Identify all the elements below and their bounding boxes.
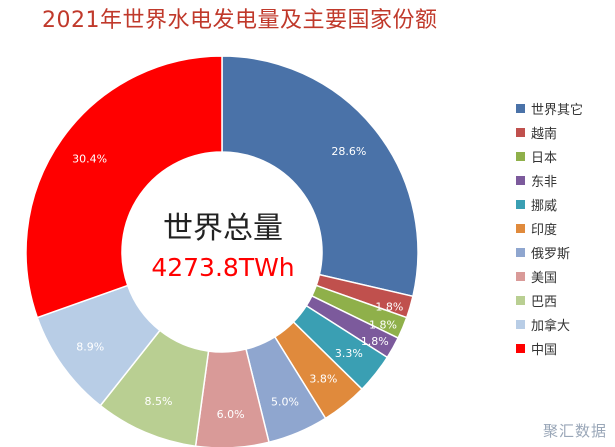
slice-label-5: 3.8% — [309, 372, 337, 385]
slice-0 — [221, 55, 419, 298]
legend-swatch-8 — [516, 295, 525, 305]
chart-title: 2021年世界水电发电量及主要国家份额 — [42, 8, 438, 33]
slice-label-2: 1.8% — [369, 318, 397, 331]
slices — [25, 55, 419, 447]
legend-label-1: 越南 — [531, 126, 558, 142]
legend-item-1: 越南 — [516, 120, 583, 144]
legend-swatch-7 — [516, 271, 525, 281]
legend-item-9: 加拿大 — [516, 312, 583, 336]
slice-label-7: 6.0% — [217, 408, 245, 421]
legend-label-6: 俄罗斯 — [531, 246, 571, 262]
legend-item-2: 日本 — [516, 144, 583, 168]
legend-label-3: 东非 — [531, 174, 558, 190]
legend-item-5: 印度 — [516, 216, 583, 240]
legend-item-7: 美国 — [516, 264, 583, 288]
donut-chart: 28.6%1.8%1.8%1.8%3.3%3.8%5.0%6.0%8.5%8.9… — [25, 55, 419, 447]
legend-swatch-4 — [516, 199, 525, 209]
legend-label-0: 世界其它 — [531, 102, 584, 118]
slice-label-6: 5.0% — [271, 395, 299, 408]
legend-label-8: 巴西 — [531, 294, 558, 310]
center-value: 4273.8TWh — [151, 253, 294, 282]
slice-label-10: 30.4% — [72, 153, 107, 166]
legend-swatch-6 — [516, 247, 525, 257]
legend: 世界其它越南日本东非挪威印度俄罗斯美国巴西加拿大中国 — [516, 96, 583, 360]
slice-label-1: 1.8% — [375, 301, 403, 314]
slice-label-9: 8.9% — [76, 340, 104, 353]
legend-swatch-0 — [516, 103, 525, 113]
legend-label-9: 加拿大 — [531, 318, 571, 334]
legend-label-5: 印度 — [531, 222, 558, 238]
legend-label-10: 中国 — [531, 342, 558, 358]
legend-swatch-5 — [516, 223, 525, 233]
legend-item-3: 东非 — [516, 168, 583, 192]
legend-label-2: 日本 — [531, 150, 558, 166]
slice-10 — [25, 55, 223, 319]
legend-swatch-3 — [516, 175, 525, 185]
legend-item-8: 巴西 — [516, 288, 583, 312]
legend-swatch-1 — [516, 127, 525, 137]
legend-label-7: 美国 — [531, 270, 558, 286]
legend-swatch-9 — [516, 319, 525, 329]
legend-label-4: 挪威 — [531, 198, 558, 214]
legend-item-4: 挪威 — [516, 192, 583, 216]
watermark: 聚汇数据 — [542, 422, 607, 440]
legend-item-10: 中国 — [516, 336, 583, 360]
legend-swatch-2 — [516, 151, 525, 161]
slice-label-0: 28.6% — [331, 145, 366, 158]
legend-swatch-10 — [516, 343, 525, 353]
slice-labels: 28.6%1.8%1.8%1.8%3.3%3.8%5.0%6.0%8.5%8.9… — [72, 145, 403, 421]
legend-item-6: 俄罗斯 — [516, 240, 583, 264]
center-label: 世界总量 — [163, 211, 283, 246]
legend-item-0: 世界其它 — [516, 96, 583, 120]
slice-label-4: 3.3% — [335, 347, 363, 360]
slice-label-3: 1.8% — [361, 335, 389, 348]
slice-label-8: 8.5% — [145, 395, 173, 408]
